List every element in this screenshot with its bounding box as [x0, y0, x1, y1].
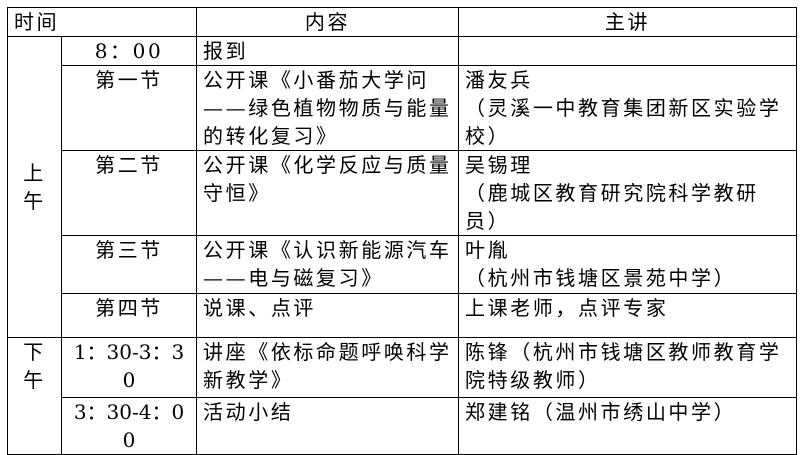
- content-cell: 公开课《认识新能源汽车——电与磁复习》: [196, 235, 460, 294]
- time-cell: 第三节: [60, 235, 198, 294]
- speaker-cell: 叶胤 （杭州市钱塘区景苑中学）: [458, 235, 798, 294]
- table-row: 下午 1：30-3：30 讲座《依标命题呼唤科学新教学》 陈锋（杭州市钱塘区教师…: [7, 337, 798, 455]
- time-cell: 第一节: [60, 65, 198, 151]
- header-row: 时间 内容 主讲: [6, 7, 798, 37]
- content-cell: 讲座《依标命题呼唤科学新教学》: [196, 337, 460, 398]
- period-morning: 上午: [7, 36, 62, 338]
- schedule-table: 时间 内容 主讲 上午 8：00 报到 第一节 公开课《小番茄大学问——绿色植物…: [6, 7, 798, 455]
- speaker-cell: 上课老师，点评专家: [458, 293, 798, 338]
- speaker-cell: 吴锡理 （鹿城区教育研究院科学教研员）: [458, 150, 798, 236]
- table-row: 3：30-4：00 活动小结 郑建铭（温州市绣山中学）: [8, 397, 798, 455]
- period-afternoon: 下午: [7, 337, 62, 455]
- header-content: 内容: [196, 7, 460, 37]
- table-row: 第四节 说课、点评 上课老师，点评专家: [8, 293, 798, 338]
- content-cell: 说课、点评: [196, 293, 460, 338]
- content-cell: 公开课《小番茄大学问——绿色植物物质与能量的转化复习》: [196, 65, 460, 151]
- time-cell: 第二节: [60, 150, 198, 236]
- speaker-cell: 陈锋（杭州市钱塘区教师教育学院特级教师）: [458, 337, 798, 398]
- time-cell: 第四节: [60, 293, 198, 338]
- table-row: 第三节 公开课《认识新能源汽车——电与磁复习》 叶胤 （杭州市钱塘区景苑中学）: [8, 235, 798, 294]
- time-cell: 1：30-3：30: [60, 337, 198, 398]
- speaker-cell: [458, 36, 798, 66]
- header-speaker: 主讲: [458, 7, 798, 37]
- table-row: 上午 8：00 报到: [7, 36, 798, 338]
- content-cell: 公开课《化学反应与质量守恒》: [196, 150, 460, 236]
- content-cell: 报到: [196, 36, 460, 66]
- table-row: 第二节 公开课《化学反应与质量守恒》 吴锡理 （鹿城区教育研究院科学教研员）: [8, 150, 798, 236]
- header-time: 时间: [6, 7, 198, 37]
- time-cell: 3：30-4：00: [60, 397, 198, 455]
- speaker-cell: 郑建铭（温州市绣山中学）: [458, 397, 798, 455]
- time-cell: 8：00: [60, 36, 198, 66]
- speaker-cell: 潘友兵 （灵溪一中教育集团新区实验学校）: [458, 65, 798, 151]
- content-cell: 活动小结: [196, 397, 460, 455]
- table-row: 第一节 公开课《小番茄大学问——绿色植物物质与能量的转化复习》 潘友兵 （灵溪一…: [8, 65, 798, 151]
